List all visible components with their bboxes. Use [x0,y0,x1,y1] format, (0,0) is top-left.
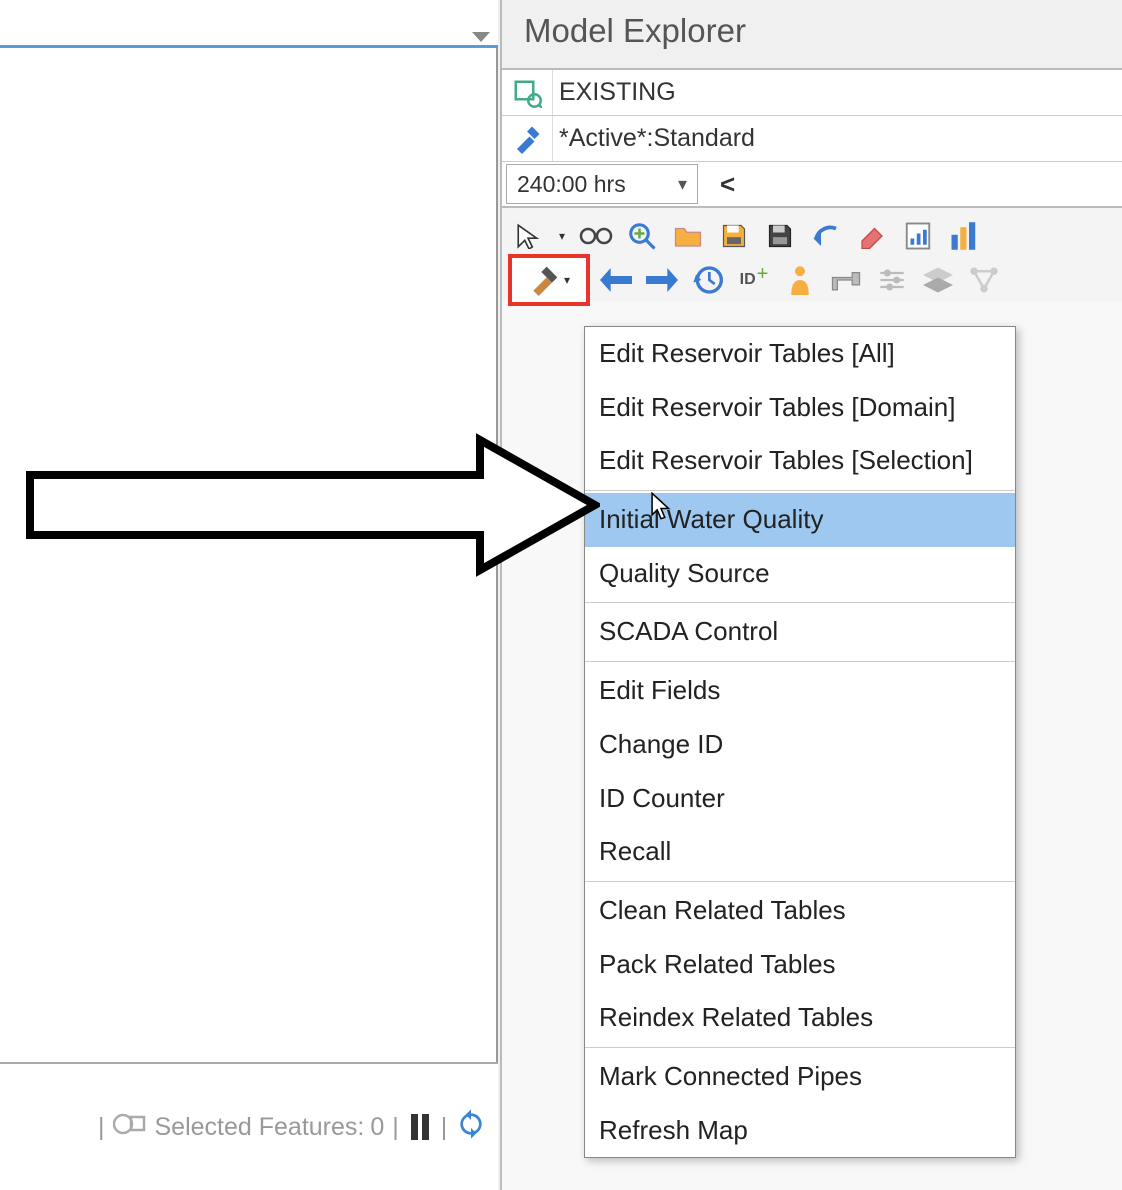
menu-separator [585,602,1015,603]
menu-separator [585,881,1015,882]
network-icon[interactable] [964,260,1004,300]
chevron-down-icon: ▾ [678,174,687,195]
cursor-icon [650,492,672,525]
report-icon[interactable] [898,216,938,256]
menu-item[interactable]: SCADA Control [585,605,1015,659]
arrow-right-icon[interactable] [642,260,682,300]
menu-item[interactable]: Mark Connected Pipes [585,1050,1015,1104]
toolbar: ▾ [502,208,1122,302]
menu-item[interactable]: Refresh Map [585,1104,1015,1158]
bar-chart-icon[interactable] [944,216,984,256]
separator: | [384,1113,407,1142]
scenario-label: EXISTING [552,70,1122,115]
selection-icon [113,1109,147,1146]
status-bar: | Selected Features: 0 | | [0,1062,498,1190]
menu-separator [585,1047,1015,1048]
separator: | [90,1113,113,1142]
time-row: 240:00 hrs ▾ < [502,162,1122,208]
context-menu: Edit Reservoir Tables [All]Edit Reservoi… [584,326,1016,1158]
map-pane: | Selected Features: 0 | | [0,0,498,1190]
menu-item[interactable]: Edit Reservoir Tables [Selection] [585,434,1015,488]
active-config-label: *Active*:Standard [552,116,1122,161]
time-value: 240:00 hrs [517,171,626,198]
eraser-icon[interactable] [852,216,892,256]
menu-item[interactable]: Pack Related Tables [585,938,1015,992]
menu-item[interactable]: Reindex Related Tables [585,991,1015,1045]
pointer-tool[interactable] [508,216,548,256]
time-prev-button[interactable]: < [720,169,735,200]
save-icon[interactable] [714,216,754,256]
menu-item[interactable]: Quality Source [585,547,1015,601]
sliders-icon[interactable] [872,260,912,300]
pane-collapse-icon[interactable] [472,32,490,42]
menu-separator [585,490,1015,491]
layers-icon[interactable] [918,260,958,300]
separator: | [433,1113,456,1142]
menu-item[interactable]: Edit Fields [585,664,1015,718]
time-select[interactable]: 240:00 hrs ▾ [506,164,698,204]
menu-item[interactable]: Clean Related Tables [585,884,1015,938]
selected-features-count: 0 [370,1113,384,1142]
open-folder-icon[interactable] [668,216,708,256]
annotation-arrow [20,430,600,585]
panel-title: Model Explorer [502,0,1122,68]
menu-item[interactable]: Recall [585,825,1015,879]
glasses-icon[interactable] [576,216,616,256]
menu-item[interactable]: Change ID [585,718,1015,772]
faucet-icon[interactable] [826,260,866,300]
arrow-left-icon[interactable] [596,260,636,300]
scenario-row[interactable]: EXISTING [502,70,1122,116]
tools-icon [502,124,552,154]
id-plus-icon[interactable]: ID + [734,260,774,300]
hammer-tool-highlighted[interactable]: ▾ [508,254,590,306]
active-config-row[interactable]: *Active*:Standard [502,116,1122,162]
menu-separator [585,661,1015,662]
zoom-in-icon[interactable] [622,216,662,256]
menu-item[interactable]: ID Counter [585,772,1015,826]
refresh-icon[interactable] [455,1108,487,1147]
pause-icon[interactable] [407,1114,433,1140]
history-icon[interactable] [688,260,728,300]
save-dark-icon[interactable] [760,216,800,256]
menu-item[interactable]: Edit Reservoir Tables [All] [585,327,1015,381]
selected-features-label: Selected Features: [155,1113,365,1142]
undo-icon[interactable] [806,216,846,256]
scenario-icon [502,78,552,108]
menu-item[interactable]: Edit Reservoir Tables [Domain] [585,381,1015,435]
dropdown-caret-icon[interactable]: ▾ [554,216,570,256]
person-icon[interactable] [780,260,820,300]
